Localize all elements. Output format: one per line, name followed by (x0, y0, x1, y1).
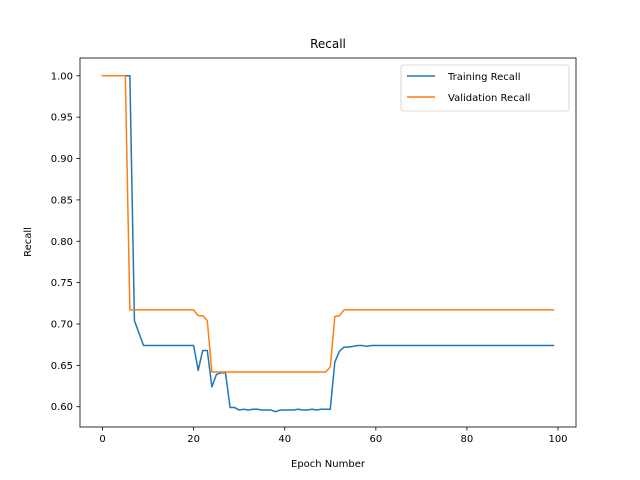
y-tick-label-7: 0.95 (51, 113, 73, 124)
x-axis: 0 20 40 60 80 100 (99, 427, 568, 445)
y-axis-label: Recall (23, 227, 34, 257)
plot-frame (79, 57, 577, 428)
y-tick-label-0: 0.60 (51, 402, 73, 413)
plot-area (101, 75, 555, 413)
x-tick-label-0: 0 (99, 434, 105, 445)
x-tick-label-1: 20 (187, 434, 200, 445)
y-tick-label-4: 0.80 (51, 237, 73, 248)
y-tick-label-6: 0.90 (51, 154, 73, 165)
y-axis: 0.60 0.65 0.70 0.75 0.80 0.85 0.90 0.95 1.00 (51, 71, 80, 413)
x-tick-label-2: 40 (278, 434, 291, 445)
y-tick-label-5: 0.85 (51, 195, 73, 206)
chart-title: Recall (310, 37, 346, 51)
legend-label-1: Validation Recall (448, 93, 530, 104)
legend-label-0: Training Recall (447, 72, 520, 83)
x-tick-label-3: 60 (369, 434, 382, 445)
y-tick-label-3: 0.75 (51, 278, 73, 289)
y-tick-label-2: 0.70 (51, 319, 73, 330)
legend-box (400, 64, 570, 112)
x-tick-label-4: 80 (461, 434, 474, 445)
x-tick-label-5: 100 (548, 434, 567, 445)
series-line-0 (101, 75, 555, 413)
legend: Training Recall Validation Recall (400, 64, 570, 112)
series-line-1 (101, 75, 555, 373)
y-tick-label-8: 1.00 (51, 71, 73, 82)
x-axis-label: Epoch Number (291, 459, 366, 470)
y-tick-label-1: 0.65 (51, 361, 73, 372)
